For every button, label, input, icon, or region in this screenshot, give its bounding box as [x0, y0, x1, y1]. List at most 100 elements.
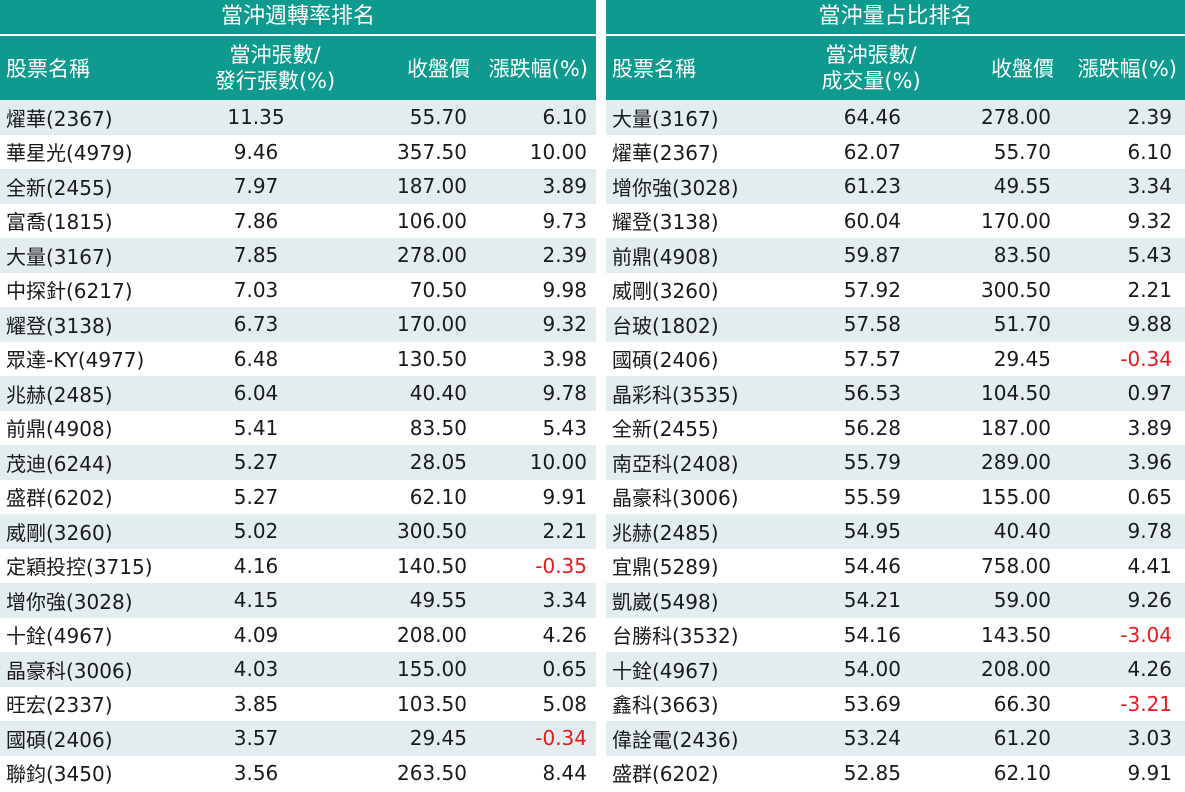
change-pct-cell: -0.34 [1120, 346, 1172, 371]
ratio-cell: 5.41 [233, 415, 279, 440]
change-pct-cell: 9.91 [1127, 760, 1172, 785]
table-row: 大量(3167) 64.46 278.00 2.39 [606, 100, 1185, 135]
ratio-cell: 56.53 [843, 381, 901, 406]
table-row: 十銓(4967) 54.00 208.00 4.26 [606, 652, 1185, 687]
stock-name-cell: 晶豪科(3006) [612, 486, 739, 511]
table-row: 增你強(3028) 61.23 49.55 3.34 [606, 169, 1185, 204]
ratio-cell: 4.03 [233, 657, 279, 682]
stock-name-cell: 眾達-KY(4977) [6, 348, 145, 373]
table-row: 定穎投控(3715) 4.16 140.50 -0.35 [0, 549, 596, 584]
table-row: 聯鈞(3450) 3.56 263.50 8.44 [0, 756, 596, 791]
table-header-row: 股票名稱 當沖張數/ 成交量(%) 收盤價 漲跌幅(%) [606, 34, 1185, 100]
table-body: 大量(3167) 64.46 278.00 2.39 燿華(2367) 62.07 55.7… [606, 100, 1185, 790]
change-pct-cell: 5.43 [542, 415, 587, 440]
table-body: 燿華(2367) 11.35 55.70 6.10 華星光(4979) 9.46 357.5… [0, 100, 596, 790]
table-row: 大量(3167) 7.85 278.00 2.39 [0, 238, 596, 273]
table-row: 偉詮電(2436) 53.24 61.20 3.03 [606, 721, 1185, 756]
header-ratio-line2: 成交量(%) [821, 69, 921, 93]
table-title: 當沖週轉率排名 [0, 0, 596, 34]
ratio-cell: 54.21 [843, 588, 901, 613]
change-pct-cell: 9.32 [542, 312, 587, 337]
ratio-cell: 7.85 [233, 243, 279, 268]
stock-name-cell: 台玻(1802) [612, 313, 719, 338]
table-row: 兆赫(2485) 54.95 40.40 9.78 [606, 514, 1185, 549]
header-ratio-line1: 當沖張數/ [229, 43, 321, 67]
ratio-cell: 62.07 [843, 139, 901, 164]
ratio-cell: 5.02 [233, 519, 279, 544]
ratio-cell: 60.04 [843, 208, 901, 233]
stock-name-cell: 偉詮電(2436) [612, 727, 739, 752]
table-row: 全新(2455) 7.97 187.00 3.89 [0, 169, 596, 204]
change-pct-cell: 9.78 [1127, 519, 1172, 544]
change-pct-cell: 0.65 [1127, 484, 1172, 509]
stock-name-cell: 國碩(2406) [6, 727, 113, 752]
ratio-cell: 56.28 [843, 415, 901, 440]
stock-name-cell: 十銓(4967) [6, 624, 113, 649]
table-row: 中探針(6217) 7.03 70.50 9.98 [0, 273, 596, 308]
stock-name-cell: 茂迪(6244) [6, 451, 113, 476]
ratio-cell: 4.16 [233, 553, 279, 578]
close-price-cell: 300.50 [397, 519, 467, 544]
ratio-cell: 6.73 [233, 312, 279, 337]
ratio-cell: 57.58 [843, 312, 901, 337]
stock-name-cell: 燿華(2367) [6, 106, 113, 131]
change-pct-cell: 0.65 [542, 657, 587, 682]
table-row: 燿華(2367) 62.07 55.70 6.10 [606, 135, 1185, 170]
close-price-cell: 104.50 [981, 381, 1051, 406]
close-price-cell: 40.40 [993, 519, 1051, 544]
change-pct-cell: 6.10 [1127, 139, 1172, 164]
close-price-cell: 278.00 [397, 243, 467, 268]
change-pct-cell: 3.89 [1127, 415, 1172, 440]
table-row: 鑫科(3663) 53.69 66.30 -3.21 [606, 687, 1185, 722]
close-price-cell: 55.70 [993, 139, 1051, 164]
close-price-cell: 187.00 [397, 174, 467, 199]
close-price-cell: 103.50 [397, 691, 467, 716]
volume-share-ranking-table: 當沖量占比排名 股票名稱 當沖張數/ 成交量(%) 收盤價 漲跌幅(%) 大量(… [606, 0, 1185, 790]
table-row: 宜鼎(5289) 54.46 758.00 4.41 [606, 549, 1185, 584]
change-pct-cell: 10.00 [529, 450, 587, 475]
close-price-cell: 289.00 [981, 450, 1051, 475]
header-change-pct: 漲跌幅(%) [1077, 57, 1177, 81]
change-pct-cell: 3.03 [1127, 726, 1172, 751]
close-price-cell: 170.00 [981, 208, 1051, 233]
close-price-cell: 62.10 [409, 484, 467, 509]
change-pct-cell: 9.73 [542, 208, 587, 233]
ratio-cell: 4.15 [233, 588, 279, 613]
close-price-cell: 83.50 [993, 243, 1051, 268]
close-price-cell: 278.00 [981, 105, 1051, 130]
close-price-cell: 59.00 [993, 588, 1051, 613]
ratio-cell: 53.69 [843, 691, 901, 716]
stock-name-cell: 旺宏(2337) [6, 693, 113, 718]
table-row: 兆赫(2485) 6.04 40.40 9.78 [0, 376, 596, 411]
ratio-cell: 54.00 [843, 657, 901, 682]
change-pct-cell: 3.34 [542, 588, 587, 613]
turnover-ranking-table: 當沖週轉率排名 股票名稱 當沖張數/ 發行張數(%) 收盤價 漲跌幅(%) 燿華… [0, 0, 596, 790]
change-pct-cell: 2.21 [542, 519, 587, 544]
stock-name-cell: 凱崴(5498) [612, 589, 719, 614]
change-pct-cell: 5.43 [1127, 243, 1172, 268]
table-row: 國碩(2406) 3.57 29.45 -0.34 [0, 721, 596, 756]
header-stock-name: 股票名稱 [6, 57, 90, 81]
stock-name-cell: 盛群(6202) [6, 486, 113, 511]
close-price-cell: 51.70 [993, 312, 1051, 337]
stock-name-cell: 前鼎(4908) [6, 417, 113, 442]
table-row: 南亞科(2408) 55.79 289.00 3.96 [606, 445, 1185, 480]
table-row: 台玻(1802) 57.58 51.70 9.88 [606, 307, 1185, 342]
ratio-cell: 57.92 [843, 277, 901, 302]
table-row: 旺宏(2337) 3.85 103.50 5.08 [0, 687, 596, 722]
close-price-cell: 66.30 [993, 691, 1051, 716]
header-stock-name: 股票名稱 [612, 57, 696, 81]
stock-name-cell: 全新(2455) [612, 417, 719, 442]
stock-name-cell: 耀登(3138) [612, 210, 719, 235]
ratio-cell: 54.16 [843, 622, 901, 647]
change-pct-cell: 2.39 [1127, 105, 1172, 130]
table-row: 國碩(2406) 57.57 29.45 -0.34 [606, 342, 1185, 377]
ratio-cell: 7.86 [233, 208, 279, 233]
change-pct-cell: -0.35 [535, 553, 587, 578]
close-price-cell: 55.70 [409, 105, 467, 130]
close-price-cell: 155.00 [397, 657, 467, 682]
ratio-cell: 3.56 [233, 760, 279, 785]
ratio-cell: 61.23 [843, 174, 901, 199]
stock-name-cell: 晶彩科(3535) [612, 382, 739, 407]
stock-name-cell: 鑫科(3663) [612, 693, 719, 718]
